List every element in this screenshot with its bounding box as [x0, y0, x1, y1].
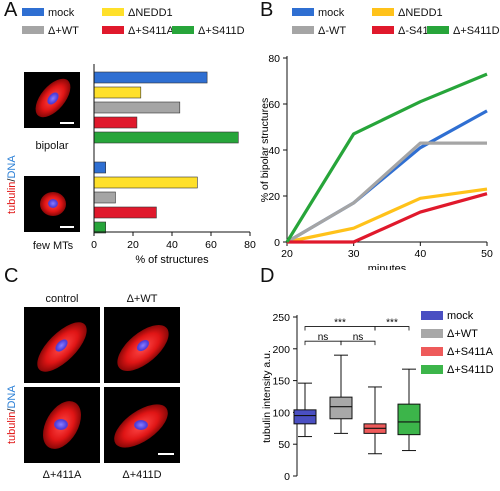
y-tick-label-d-200: 200 [272, 344, 290, 356]
bar-0-4 [93, 131, 239, 144]
bar-1-1 [93, 176, 198, 189]
x-axis-label-b: minutes [368, 263, 407, 270]
image-label-wt: Δ+WT [126, 293, 158, 305]
legend-b-swatch-4 [427, 26, 449, 34]
y-axis-label-b: % of bipolar structures [259, 98, 271, 202]
micrograph-few-mts [24, 176, 80, 232]
micrograph-control [24, 307, 100, 383]
legend-label-0: mock [48, 7, 75, 19]
sig-bracket-1 [374, 326, 410, 331]
x-tick-label-b-40: 40 [414, 248, 426, 260]
micrograph-s411a [24, 387, 100, 463]
sig-label-2: ns [318, 332, 329, 343]
x-tick-label-a-60: 60 [205, 239, 217, 251]
bar-1-3 [93, 206, 157, 219]
y-tick-label-d-50: 50 [278, 439, 290, 451]
legend-swatch-3 [102, 26, 124, 34]
legend-label-3: Δ+S411A [128, 25, 175, 37]
panel-letter-a: A [4, 0, 18, 21]
panel-letter-b: B [260, 0, 274, 21]
panel-letter-d: D [260, 265, 275, 287]
chart-d: 0 50 100 150 200 250 tubulin intensity a.u. ***… [261, 310, 494, 483]
bar-0-0 [93, 71, 208, 84]
series-line-1 [286, 187, 488, 244]
image-label-control: control [45, 293, 79, 305]
legend-b-swatch-1 [372, 8, 394, 16]
x-tick-label-a-80: 80 [244, 239, 256, 251]
x-tick-label-b-50: 50 [481, 248, 493, 260]
micrograph-bipolar [24, 72, 80, 128]
y-tick-label-d-250: 250 [272, 312, 290, 324]
y-axis-label-d: tubulin intensity a.u. [261, 350, 273, 443]
bar-0-1 [93, 86, 142, 99]
legend-swatch-1 [102, 8, 124, 16]
series-line-0 [286, 109, 488, 244]
stain-label-c: tubulin/DNA [6, 385, 18, 444]
legend-d-label-3: Δ+S411D [447, 364, 494, 376]
sig-label-1: *** [386, 317, 398, 328]
legend-label-1: ΔNEDD1 [128, 7, 173, 19]
x-axis-label-a: % of structures [135, 254, 209, 266]
y-tick-label-b-40: 40 [268, 145, 280, 157]
bar-1-4 [93, 221, 106, 234]
legend-b-swatch-0 [292, 8, 314, 16]
y-tick-label-b-80: 80 [268, 53, 280, 65]
y-tick-label-d-150: 150 [272, 376, 290, 388]
x-tick-label-a-20: 20 [127, 239, 139, 251]
y-tick-label-b-20: 20 [268, 191, 280, 203]
sig-label-0: *** [334, 317, 346, 328]
bar-0-3 [93, 116, 138, 129]
series-line-4 [285, 72, 488, 243]
y-tick-label-b-0: 0 [274, 237, 280, 249]
legend-d-swatch-0 [421, 311, 443, 320]
x-tick-label-b-20: 20 [281, 248, 293, 260]
legend-swatch-4 [172, 26, 194, 34]
micrograph-s411d [104, 387, 180, 463]
box-1 [329, 396, 353, 420]
chart-a: mock ΔNEDD1 Δ+WT Δ+S411A Δ+S411D 0 20 40 60 80 % o… [22, 7, 256, 266]
box-0 [293, 409, 317, 425]
y-tick-label-b-60: 60 [268, 99, 280, 111]
legend-d-swatch-2 [421, 347, 443, 356]
legend-d-swatch-3 [421, 365, 443, 374]
legend-label-2: Δ+WT [48, 25, 79, 37]
legend-b-swatch-2 [292, 26, 314, 34]
legend-b-label-2: Δ-WT [318, 25, 346, 37]
box-3 [397, 403, 421, 436]
bar-1-0 [93, 161, 106, 174]
legend-b-label-0: mock [318, 7, 345, 19]
sig-label-3: ns [353, 332, 364, 343]
legend-d-label-1: Δ+WT [447, 328, 478, 340]
legend-label-4: Δ+S411D [198, 25, 245, 37]
x-tick-label-b-30: 30 [348, 248, 360, 260]
bar-0-2 [93, 101, 181, 114]
legend-swatch-0 [22, 8, 44, 16]
x-tick-label-a-0: 0 [91, 239, 97, 251]
y-tick-label-d-0: 0 [284, 471, 290, 483]
series-line-3 [287, 192, 488, 244]
x-tick-label-a-40: 40 [166, 239, 178, 251]
sig-bracket-3 [340, 340, 376, 346]
legend-swatch-2 [22, 26, 44, 34]
legend-d-swatch-1 [421, 329, 443, 338]
y-tick-label-d-100: 100 [272, 407, 290, 419]
image-label-s411d: Δ+411D [122, 469, 162, 481]
legend-d-label-2: Δ+S411A [447, 346, 494, 358]
legend-d-label-0: mock [447, 310, 474, 322]
image-label-bipolar: bipolar [35, 140, 69, 152]
legend-b-label-4: Δ+S411D [453, 25, 500, 37]
legend-b-label-1: ΔNEDD1 [398, 7, 443, 19]
image-label-s411a: Δ+411A [42, 469, 82, 481]
legend-b-swatch-3 [372, 26, 394, 34]
bar-1-2 [93, 191, 116, 204]
micrograph-wt [104, 307, 180, 383]
image-label-few-mts: few MTs [32, 240, 74, 252]
series-line-2 [286, 141, 487, 244]
panel-letter-c: C [4, 265, 19, 287]
